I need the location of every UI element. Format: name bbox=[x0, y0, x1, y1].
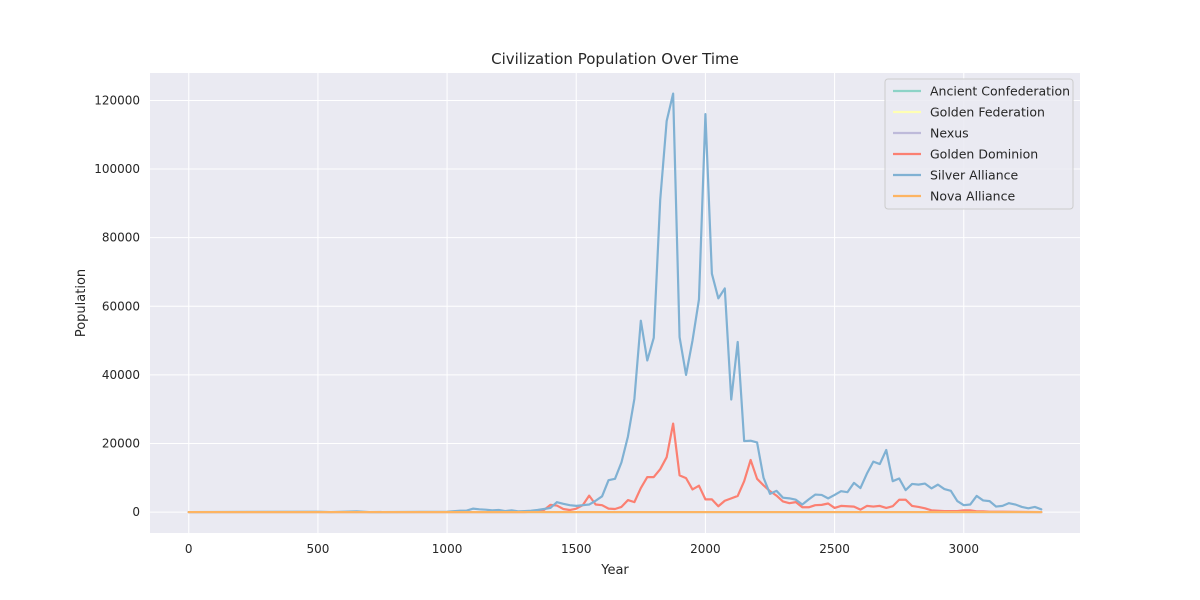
y-axis-label: Population bbox=[74, 269, 89, 337]
y-tick-label: 40000 bbox=[102, 368, 140, 382]
y-tick-label: 0 bbox=[132, 505, 140, 519]
legend: Ancient Confederation Golden Federation Ne… bbox=[884, 78, 1074, 210]
legend-box bbox=[884, 78, 1074, 210]
series-line-golden-dominion bbox=[187, 422, 1043, 514]
x-tick-label: 1000 bbox=[432, 542, 463, 556]
legend-entry: Golden Federation bbox=[930, 105, 1045, 120]
y-tick-label: 100000 bbox=[94, 162, 140, 176]
legend-entry: Golden Dominion bbox=[930, 147, 1038, 162]
x-tick-label: 2000 bbox=[690, 542, 721, 556]
y-tick-label: 20000 bbox=[102, 436, 140, 450]
y-tick-labels: 0 20000 40000 60000 80000 100000 120000 bbox=[94, 93, 140, 519]
x-tick-label: 1500 bbox=[561, 542, 592, 556]
x-tick-label: 500 bbox=[306, 542, 329, 556]
x-axis-label: Year bbox=[600, 563, 629, 578]
x-tick-label: 0 bbox=[185, 542, 193, 556]
y-tick-label: 60000 bbox=[102, 299, 140, 313]
legend-entry: Silver Alliance bbox=[930, 168, 1019, 183]
x-tick-label: 3000 bbox=[948, 542, 979, 556]
legend-entry: Nexus bbox=[930, 126, 969, 141]
x-tick-label: 2500 bbox=[819, 542, 850, 556]
chart-title: Civilization Population Over Time bbox=[491, 50, 739, 68]
y-tick-label: 80000 bbox=[102, 231, 140, 245]
series-lines bbox=[187, 92, 1043, 514]
x-tick-labels: 0 500 1000 1500 2000 2500 3000 bbox=[185, 542, 979, 556]
y-tick-label: 120000 bbox=[94, 93, 140, 107]
legend-entry: Nova Alliance bbox=[930, 189, 1015, 204]
legend-entry: Ancient Confederation bbox=[930, 84, 1070, 99]
